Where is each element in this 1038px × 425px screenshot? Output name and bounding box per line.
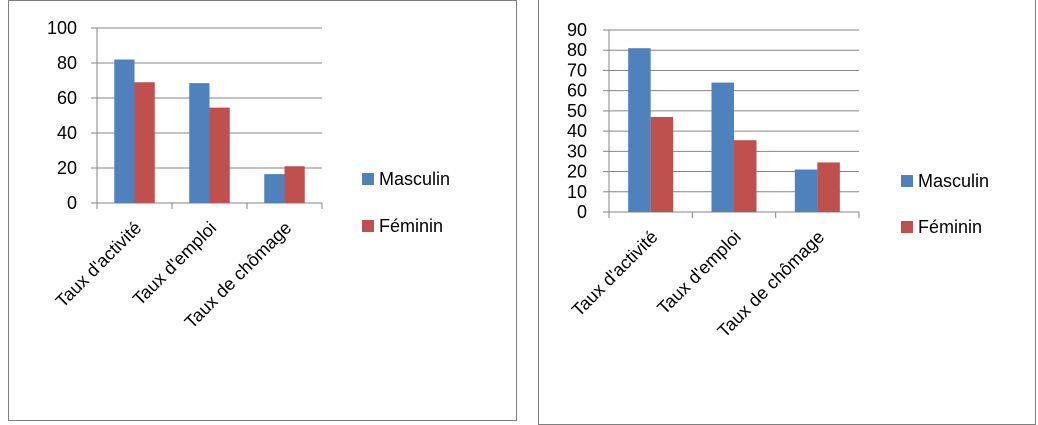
y-tick-label: 70	[567, 60, 587, 80]
bar-fminin-2	[817, 162, 840, 212]
legend-swatch	[362, 173, 374, 185]
x-category-label: Taux d'activité	[568, 227, 662, 321]
y-tick-label: 60	[57, 88, 77, 108]
bar-masculin-2	[794, 169, 818, 212]
bar-fminin-1	[209, 107, 230, 203]
bar-fminin-2	[284, 166, 305, 203]
bar-masculin-0	[114, 59, 135, 203]
y-tick-label: 50	[567, 101, 587, 121]
legend-label: Masculin	[918, 171, 989, 191]
y-tick-label: 60	[567, 81, 587, 101]
y-tick-label: 10	[567, 182, 587, 202]
legend-label: Féminin	[918, 217, 982, 237]
y-tick-label: 20	[57, 158, 77, 178]
bar-fminin-0	[134, 82, 155, 203]
chart-activite-emploi-chomage-1: 0 20 40 60 80 100 Taux d'activité Taux d'emploi…	[8, 0, 517, 421]
chart-activite-emploi-chomage-2: 0 10 20 30 40 50 60 70 80 90 Taux d'activité Taux d…	[538, 0, 1036, 425]
y-tick-label: 20	[567, 162, 587, 182]
legend-label: Masculin	[379, 169, 450, 189]
y-tick-label: 40	[57, 123, 77, 143]
y-tick-label: 90	[567, 20, 587, 40]
y-tick-label: 30	[567, 141, 587, 161]
x-category-label: Taux d'emploi	[653, 227, 745, 319]
bar-masculin-0	[628, 48, 651, 213]
legend-swatch	[362, 220, 374, 232]
y-tick-label: 40	[567, 121, 587, 141]
y-tick-label: 80	[57, 53, 77, 73]
bar-masculin-1	[711, 82, 734, 212]
legend-label: Féminin	[379, 216, 443, 236]
bar-masculin-1	[189, 83, 210, 203]
legend-swatch	[901, 221, 913, 233]
bar-masculin-2	[264, 174, 285, 203]
y-tick-label: 0	[67, 193, 77, 213]
bar-fminin-1	[734, 140, 757, 212]
y-tick-label: 80	[567, 40, 587, 60]
bar-fminin-0	[650, 116, 674, 212]
y-tick-label: 0	[577, 202, 587, 222]
y-tick-label: 100	[47, 18, 77, 38]
legend-swatch	[901, 175, 913, 187]
